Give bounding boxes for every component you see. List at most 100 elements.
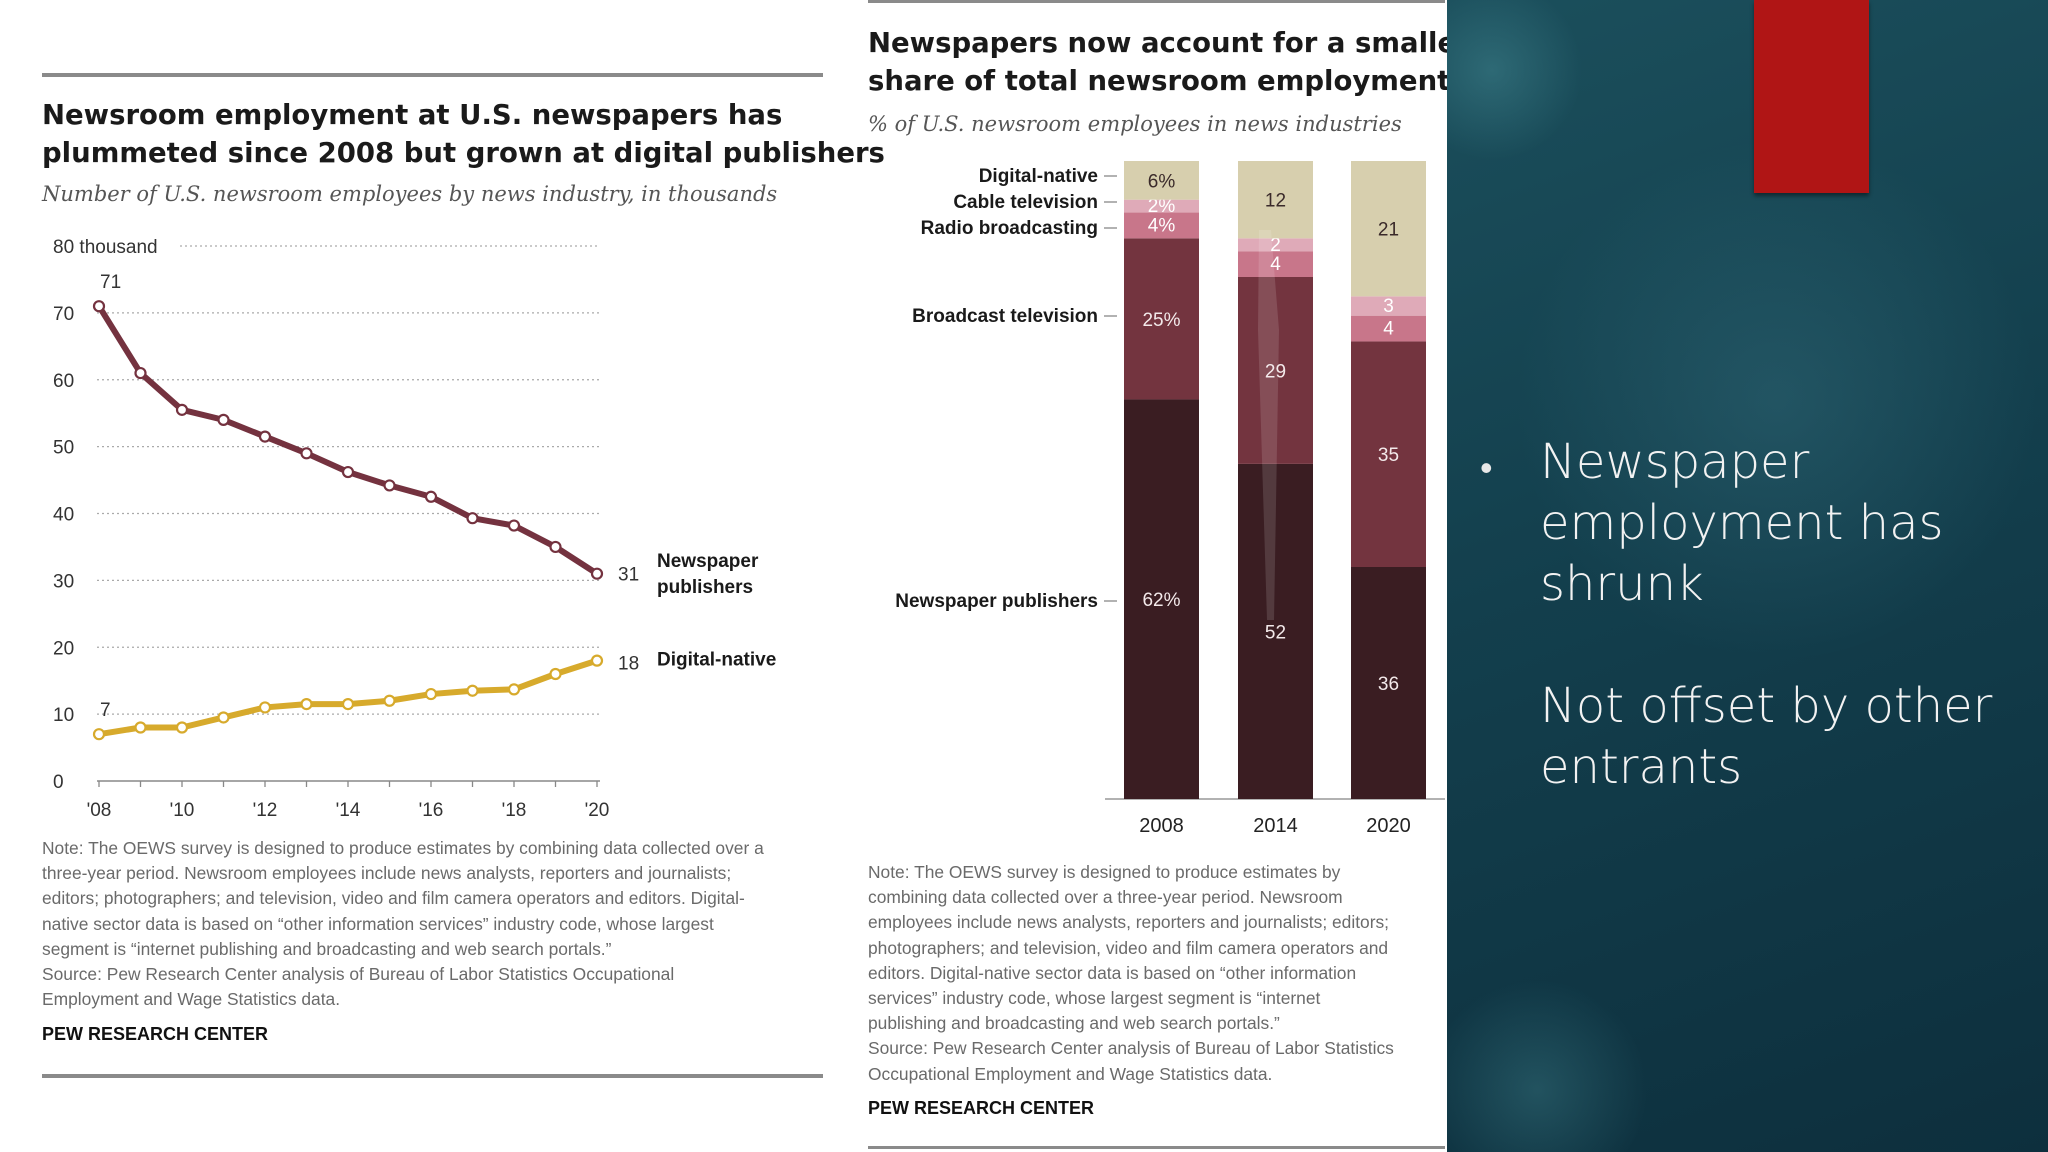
bar-value-label: 2 [1270,235,1281,256]
x-tick-label: '20 [585,800,610,821]
bar-value-label: 35 [1378,445,1399,466]
data-point [341,697,355,711]
series-label: Newspaper publishers [895,591,1098,612]
right-title-line-1: Newspapers now account for a smaller [868,27,1470,59]
bar-value-label: 6% [1148,171,1176,192]
data-point [134,366,147,380]
data-point [549,667,562,681]
left-note-line: Employment and Wage Statistics data. [42,989,341,1010]
data-point [507,519,521,532]
x-tick-label: '16 [419,800,444,821]
red-accent-tab [1754,0,1869,193]
line-chart: 0 10 20 30 40 50 60 70 80 thousand '08 '10 '12 '14 '1… [53,237,776,821]
data-point [466,684,479,697]
bar-segment [1124,161,1199,200]
left-chart-title: Newsroom employment at U.S. newspapers h… [42,96,885,172]
start-value-label: 71 [100,272,121,293]
data-point [300,447,313,460]
bar-segment [1351,315,1426,342]
data-point [92,300,106,313]
bar-segment [1351,567,1426,799]
right-chart-title: Newspapers now account for a smaller sha… [868,24,1470,100]
bar-value-label: 3 [1383,296,1394,317]
bar-segment [1238,238,1313,252]
data-point [258,430,272,443]
bar-segment [1238,463,1313,799]
left-note-line: editors; photographers; and television, … [42,888,745,909]
bar-value-label: 62% [1142,590,1180,611]
data-point [549,540,562,554]
series-label: Cable television [953,192,1098,213]
bar-category-label: 2020 [1366,815,1411,837]
bar-value-label: 25% [1142,310,1180,331]
bar-category-label: 2014 [1253,815,1298,837]
data-point [424,687,438,701]
bar-segment [1351,296,1426,316]
right-note-line: publishing and broadcasting and web sear… [868,1013,1280,1034]
bullet-dot-icon: • [1480,448,1493,489]
left-chart-subtitle: Number of U.S. newsroom employees by new… [42,182,778,206]
left-note-line: segment is “internet publishing and broa… [42,938,612,959]
bullet-line: entrants [1540,739,1743,795]
bar-segment [1238,161,1313,239]
right-bottom-rule [868,1146,1445,1149]
bullet-panel [1447,0,2048,1152]
data-point [300,697,313,711]
series-label: Digital-native [979,166,1098,187]
bar-segment [1351,341,1426,567]
series-label: Radio broadcasting [921,218,1098,239]
data-point [175,403,189,416]
y-tick-label: 20 [53,638,74,659]
bar-value-label: 4% [1148,215,1176,236]
right-note-line: services” industry code, whose largest s… [868,988,1321,1009]
right-note-line: Source: Pew Research Center analysis of … [868,1038,1394,1059]
bar-value-label: 36 [1378,674,1399,695]
end-value-label: 18 [618,654,639,675]
series-label: Broadcast television [912,306,1098,327]
data-point [134,721,147,734]
x-tick-label: '12 [253,800,278,821]
left-note-line: native sector data is based on “other in… [42,913,714,934]
series-line [96,304,599,577]
y-tick-label: 10 [53,705,74,726]
bullet-line: shrunk [1540,556,1704,612]
x-tick-label: '08 [87,800,112,821]
data-point [590,567,604,580]
right-note-line: Note: The OEWS survey is designed to pro… [868,862,1341,882]
data-point [424,490,438,503]
y-tick-label: 40 [53,505,74,526]
left-note-line: Source: Pew Research Center analysis of … [42,964,675,985]
right-brand: PEW RESEARCH CENTER [868,1098,1095,1118]
left-top-rule [42,73,823,77]
bar-category-label: 2008 [1139,815,1184,837]
data-point [590,654,604,667]
data-point [466,512,479,525]
right-note-line: combining data collected over a three-ye… [868,887,1343,908]
bar-value-label: 4 [1383,319,1394,340]
bar-segment [1124,212,1199,239]
bar-value-label: 29 [1265,361,1286,382]
y-tick-label: 0 [53,772,64,793]
right-title-line-2: share of total newsroom employment [868,65,1451,97]
right-note-line: employees include news analysts, reporte… [868,912,1390,933]
left-title-line-2: plummeted since 2008 but grown at digita… [42,137,885,169]
data-point [383,479,396,492]
bar-segment [1124,399,1199,799]
bar-segment [1238,251,1313,277]
y-tick-label: 30 [53,571,74,592]
right-note-line: Occupational Employment and Wage Statist… [868,1063,1273,1084]
series-label: Digital-native [657,650,776,671]
start-value-label: 7 [100,700,111,721]
left-chart-note: Note: The OEWS survey is designed to pro… [42,836,764,1012]
bar-value-label: 4 [1270,254,1281,275]
data-point [92,728,106,741]
data-point [217,711,230,724]
end-value-label: 31 [618,565,639,586]
bullet-line: Newspaper [1540,434,1810,490]
series-label: Newspaper [657,551,759,572]
bullet-line: employment has [1540,495,1944,551]
right-top-rule [868,0,1445,3]
right-note-line: photographers; and television, video and… [868,937,1389,958]
left-brand: PEW RESEARCH CENTER [42,1024,269,1044]
